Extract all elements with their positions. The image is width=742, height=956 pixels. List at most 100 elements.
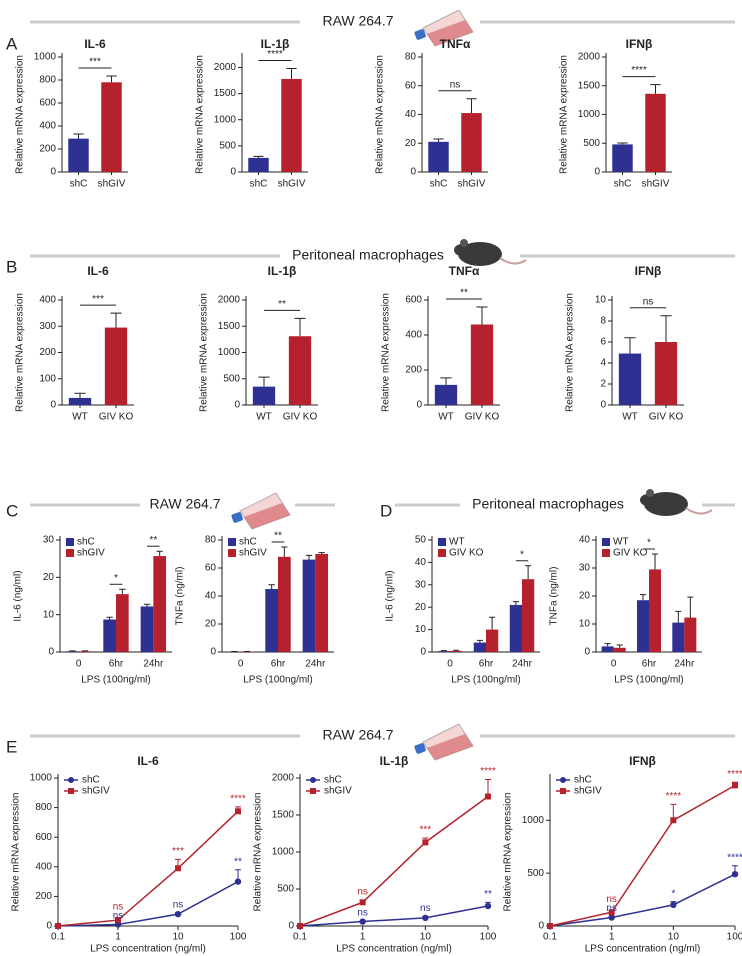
series-line	[549, 784, 736, 927]
y-tick-label: 10	[579, 619, 591, 630]
y-axis-label: Relative mRNA expression	[15, 55, 26, 174]
y-tick-label: 2000	[218, 295, 241, 306]
significance-label: *	[647, 538, 651, 549]
y-tick-label: 1000	[214, 114, 237, 125]
bar	[116, 594, 129, 652]
panel-label: D	[380, 501, 392, 520]
bar	[101, 82, 122, 172]
y-tick-label: 0	[584, 647, 590, 658]
legend-label: shC	[77, 537, 95, 548]
error-bar	[268, 584, 275, 589]
x-tick-label: 10	[420, 932, 432, 943]
x-tick-label: 24hr	[305, 659, 326, 670]
y-tick-label: 2000	[578, 52, 601, 63]
error-bar	[74, 392, 86, 398]
significance-label: ns	[173, 899, 184, 910]
y-axis-label: IL-6 (ng/ml)	[13, 570, 24, 621]
y-tick-label: 0	[410, 167, 416, 178]
legend-marker	[560, 788, 566, 794]
significance-label: **	[460, 288, 468, 299]
y-tick-label: 0	[538, 921, 544, 932]
marker	[731, 871, 739, 878]
marker	[422, 839, 429, 846]
error-bar	[489, 616, 496, 630]
y-tick-label: 0	[234, 400, 240, 411]
y-tick-label: 200	[39, 144, 56, 155]
legend-label: shGIV	[82, 786, 110, 797]
x-tick-label: 1	[115, 932, 121, 943]
error-bar	[281, 546, 288, 557]
error-bar	[258, 376, 270, 387]
y-axis-label: Relative mRNA expression	[565, 293, 576, 412]
significance-label: ****	[666, 791, 682, 802]
marker	[359, 918, 366, 925]
legend-swatch	[66, 549, 74, 557]
legend-label: WT	[449, 537, 465, 548]
legend-marker	[560, 777, 566, 783]
axis	[299, 774, 488, 927]
error-bar	[624, 337, 636, 354]
bar	[601, 646, 614, 652]
bar	[265, 589, 278, 652]
x-tick-label: 0	[447, 659, 453, 670]
bar	[654, 342, 678, 405]
y-tick-label: 0	[420, 647, 426, 658]
chart-title: IFNβ	[626, 37, 653, 51]
marker	[115, 917, 121, 924]
x-tick-label: GIV KO	[465, 412, 500, 423]
significance-label: ns	[606, 894, 617, 905]
series-line	[299, 905, 489, 927]
bar	[153, 556, 167, 652]
bar	[315, 554, 329, 652]
bar	[248, 157, 269, 172]
x-tick-label: shC	[430, 179, 448, 190]
error-bar	[616, 644, 623, 648]
bar	[522, 579, 535, 652]
y-axis-label: Relative mRNA expression	[195, 55, 206, 174]
error-bar	[318, 552, 325, 554]
marker	[55, 923, 61, 929]
x-tick-label: 100	[727, 932, 742, 943]
legend-label: shGIV	[239, 548, 267, 559]
significance-label: **	[484, 889, 492, 900]
marker	[670, 901, 677, 909]
error-bar	[253, 155, 264, 158]
x-axis-label: LPS (100ng/ml)	[243, 675, 312, 686]
error-bar	[110, 312, 122, 328]
y-tick-label: 0	[48, 647, 54, 658]
y-tick-label: 10	[43, 609, 55, 620]
banner-title: Peritoneal macrophages	[292, 247, 444, 263]
x-axis-label: LPS concentration (ng/ml)	[585, 944, 701, 955]
y-tick-label: 0	[50, 167, 56, 178]
marker	[484, 902, 492, 910]
legend-marker	[68, 777, 74, 783]
marker	[174, 910, 182, 918]
panel-label: E	[6, 737, 17, 756]
bar	[78, 651, 92, 652]
y-tick-label: 0	[50, 400, 56, 411]
y-tick-label: 30	[579, 563, 591, 574]
marker	[422, 914, 429, 922]
chart-title: IL-1β	[261, 37, 290, 51]
y-axis-label: Relative mRNA expression	[253, 793, 264, 912]
marker	[175, 865, 181, 872]
y-tick-label: 400	[405, 330, 422, 341]
marker	[235, 808, 241, 815]
significance-label: ****	[230, 794, 246, 805]
error-bar	[639, 594, 646, 601]
chart-title: IFNβ	[635, 264, 662, 278]
marker	[547, 923, 553, 929]
y-tick-label: 300	[39, 321, 56, 332]
legend-swatch	[66, 538, 74, 546]
bar	[684, 617, 697, 652]
legend-label: WT	[613, 537, 629, 548]
y-tick-label: 20	[205, 619, 217, 630]
y-tick-label: 50	[415, 535, 427, 546]
y-tick-label: 800	[35, 802, 52, 813]
banner-title: RAW 264.7	[322, 727, 393, 743]
bar	[68, 397, 92, 405]
error-bar	[660, 315, 672, 342]
y-axis-label: Relative mRNA expression	[503, 793, 514, 912]
legend-label: shGIV	[574, 786, 602, 797]
error-bar	[440, 377, 452, 385]
